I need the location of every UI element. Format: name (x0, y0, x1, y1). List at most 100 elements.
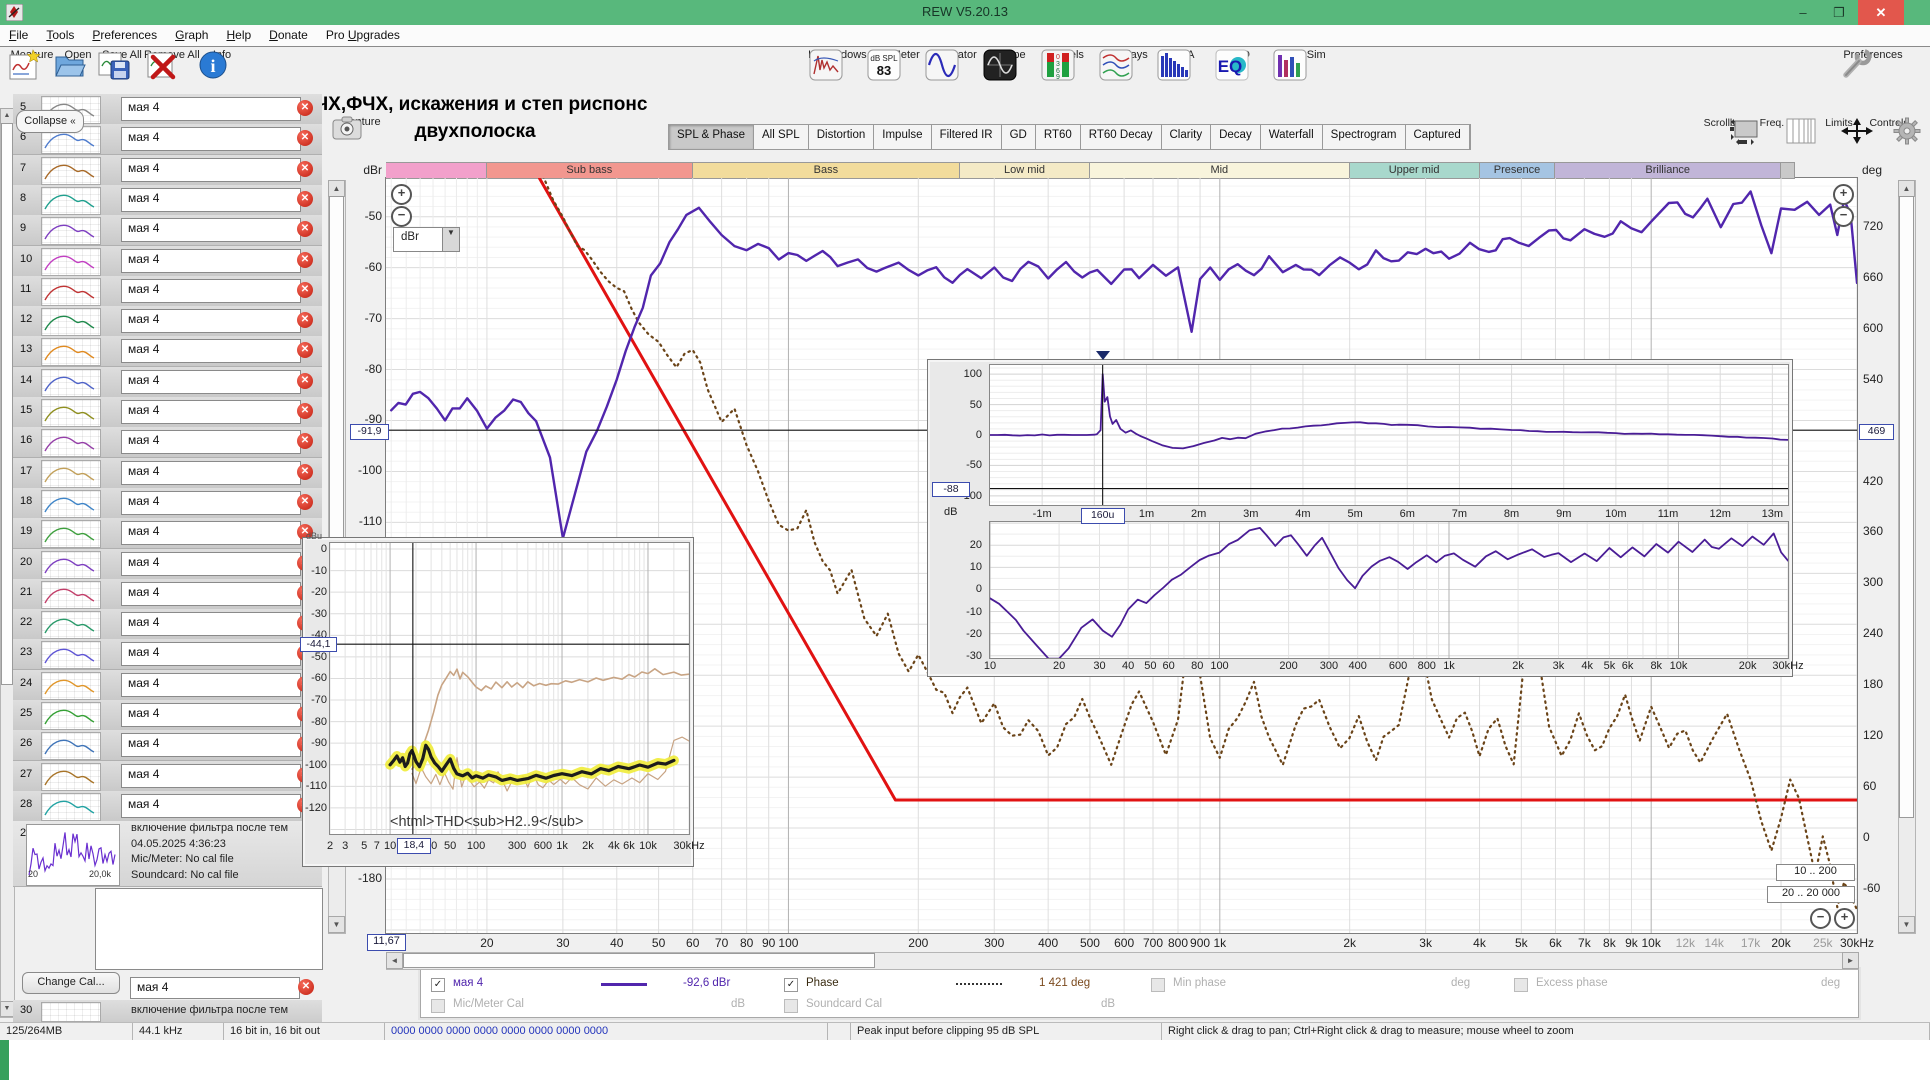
tab-spectrogram[interactable]: Spectrogram (1323, 125, 1406, 149)
measurement-name-field[interactable]: мая 4 (121, 733, 301, 757)
scope-button[interactable]: Scope (982, 48, 1038, 61)
measurement-name-field[interactable]: мая 4 (121, 430, 301, 454)
overlays-button[interactable]: Overlays (1098, 48, 1154, 61)
measurement-row[interactable]: 24мая 4✕ (13, 670, 322, 701)
tab-gd[interactable]: GD (1002, 125, 1036, 149)
collapse-sidebar-button[interactable]: Collapse « (16, 110, 84, 133)
h-scrollbar-thumb[interactable] (403, 953, 875, 968)
delete-measurement-button[interactable]: ✕ (297, 221, 313, 237)
measurement-row[interactable]: 20мая 4✕ (13, 549, 322, 580)
measurement-name-field[interactable]: мая 4 (121, 764, 301, 788)
measurement-row[interactable]: 18мая 4✕ (13, 488, 322, 519)
menu-graph[interactable]: Graph (166, 25, 217, 42)
rta-button[interactable]: RTA (1156, 48, 1212, 61)
menu-pro-upgrades[interactable]: Pro Upgrades (317, 25, 409, 42)
measurement-row[interactable]: 14мая 4✕ (13, 367, 322, 398)
delete-measurement-button[interactable]: ✕ (297, 342, 313, 358)
v-scrollbar-right-thumb[interactable] (1899, 196, 1914, 818)
tab-filtered-ir[interactable]: Filtered IR (932, 125, 1002, 149)
delete-measurement-button[interactable]: ✕ (297, 312, 313, 328)
scroll-down-arrow-right[interactable]: ▼ (1898, 916, 1915, 933)
scroll-up-arrow[interactable]: ▲ (328, 180, 345, 197)
measurement-name-field[interactable]: мая 4 (121, 249, 301, 273)
change-cal-button[interactable]: Change Cal... (22, 972, 120, 994)
delete-selected-button[interactable]: ✕ (298, 979, 314, 995)
measurement-name-field[interactable]: мая 4 (121, 309, 301, 333)
zoom-out-button[interactable]: − (391, 206, 412, 227)
selected-name-field[interactable]: мая 4 (130, 977, 300, 999)
freqaxis-button[interactable]: Freq. Axis (1756, 116, 1810, 129)
tab-impulse[interactable]: Impulse (874, 125, 931, 149)
measurement-row[interactable]: 7мая 4✕ (13, 155, 322, 186)
scroll-down-arrow[interactable]: ▼ (328, 916, 345, 933)
generator-button[interactable]: Generator (924, 48, 980, 61)
measurement-name-field[interactable]: мая 4 (121, 279, 301, 303)
info-button[interactable]: iInfo (196, 48, 248, 61)
menu-tools[interactable]: Tools (37, 25, 83, 42)
measurement-name-field[interactable]: мая 4 (121, 521, 301, 545)
menu-file[interactable]: File (0, 25, 37, 42)
delete-measurement-button[interactable]: ✕ (297, 130, 313, 146)
delete-measurement-button[interactable]: ✕ (297, 373, 313, 389)
scroll-left-arrow[interactable]: ◄ (386, 952, 403, 969)
measurement-row[interactable]: 16мая 4✕ (13, 427, 322, 458)
measurement-name-field[interactable]: мая 4 (121, 218, 301, 242)
menu-donate[interactable]: Donate (260, 25, 317, 42)
roomsim-button[interactable]: Room Sim (1272, 48, 1328, 61)
delete-measurement-button[interactable]: ✕ (297, 100, 313, 116)
measurement-row[interactable]: 25мая 4✕ (13, 700, 322, 731)
maximize-button[interactable]: ❐ (1822, 0, 1856, 25)
measurement-row[interactable]: 15мая 4✕ (13, 397, 322, 428)
measurement-name-field[interactable]: мая 4 (121, 158, 301, 182)
zoom-in-right-button[interactable]: + (1833, 184, 1854, 205)
tab-all-spl[interactable]: All SPL (754, 125, 809, 149)
ir-cursor-marker-icon[interactable] (1096, 351, 1110, 360)
measurement-row[interactable]: 27мая 4✕ (13, 761, 322, 792)
delete-measurement-button[interactable]: ✕ (297, 252, 313, 268)
measurement-name-field[interactable]: мая 4 (121, 794, 301, 818)
min-phase-checkbox[interactable] (1151, 978, 1165, 992)
measurement-row[interactable]: 22мая 4✕ (13, 609, 322, 640)
measurement-name-field[interactable]: мая 4 (121, 97, 301, 121)
mic-cal-checkbox[interactable] (431, 999, 445, 1013)
measurement-row[interactable]: 19мая 4✕ (13, 518, 322, 549)
zoom-out-right-button[interactable]: − (1833, 206, 1854, 227)
delete-measurement-button[interactable]: ✕ (297, 191, 313, 207)
excess-phase-checkbox[interactable] (1514, 978, 1528, 992)
measurement-name-field[interactable]: мая 4 (121, 491, 301, 515)
measurement-row[interactable]: 11мая 4✕ (13, 276, 322, 307)
sidebar-scroll-up[interactable]: ▲ (0, 108, 14, 124)
hzoom-out-button[interactable]: − (1810, 908, 1831, 929)
limits-button[interactable]: Limits (1812, 116, 1866, 129)
measurement-name-field[interactable]: мая 4 (121, 461, 301, 485)
measure-button[interactable]: Measure (6, 48, 58, 61)
removeall-button[interactable]: Remove All (144, 48, 196, 61)
delete-measurement-button[interactable]: ✕ (297, 464, 313, 480)
measurement-name-field[interactable]: мая 4 (121, 582, 301, 606)
delete-measurement-button[interactable]: ✕ (297, 403, 313, 419)
controls-button[interactable]: Controls (1862, 116, 1916, 129)
measurement-name-field[interactable]: мая 4 (121, 673, 301, 697)
levels-button[interactable]: 0369Levels (1040, 48, 1096, 61)
measurement-row[interactable]: 9мая 4✕ (13, 215, 322, 246)
sidebar-scrollbar-thumb[interactable] (1, 123, 13, 685)
measurement-row[interactable]: 8мая 4✕ (13, 185, 322, 216)
delete-measurement-button[interactable]: ✕ (297, 282, 313, 298)
measurement-name-field[interactable]: мая 4 (121, 552, 301, 576)
minimize-button[interactable]: – (1786, 0, 1820, 25)
scrollbars-button[interactable]: Scrollbars (1700, 116, 1754, 129)
eq-button[interactable]: EQEQ (1214, 48, 1270, 61)
measurement-row[interactable]: 23мая 4✕ (13, 639, 322, 670)
measurement-row[interactable]: 13мая 4✕ (13, 336, 322, 367)
measurement-name-field[interactable]: мая 4 (121, 127, 301, 151)
hzoom-in-button[interactable]: + (1834, 908, 1855, 929)
phase-checkbox[interactable]: ✓ (784, 978, 798, 992)
measurement-row[interactable]: 17мая 4✕ (13, 458, 322, 489)
measurement-row[interactable]: 26мая 4✕ (13, 730, 322, 761)
measurement-row[interactable]: 10мая 4✕ (13, 246, 322, 277)
delete-measurement-button[interactable]: ✕ (297, 494, 313, 510)
measurement-name-field[interactable]: мая 4 (121, 400, 301, 424)
scroll-right-arrow[interactable]: ► (1842, 952, 1859, 969)
sidebar-scroll-down[interactable]: ▼ (0, 1001, 14, 1017)
close-button[interactable]: ✕ (1858, 0, 1904, 25)
